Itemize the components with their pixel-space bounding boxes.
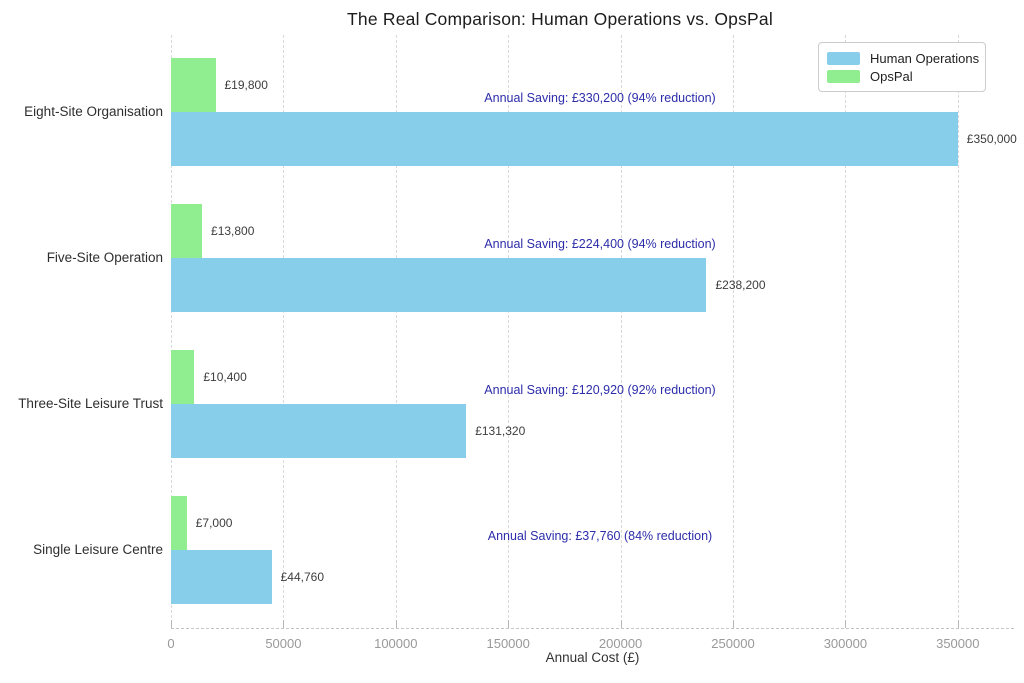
gridline-0 <box>171 35 172 628</box>
x-tick-label-150000: 150000 <box>486 636 530 651</box>
bar-human-operations-3 <box>171 550 272 604</box>
bar-human-operations-1 <box>171 258 707 312</box>
annotation-saving-3: Annual Saving: £37,760 (84% reduction) <box>487 529 713 543</box>
x-tick-label-300000: 300000 <box>823 636 868 651</box>
tick-mark-200000 <box>620 620 622 628</box>
x-tick-label-200000: 200000 <box>598 636 643 651</box>
annotation-saving-2: Annual Saving: £120,920 (92% reduction) <box>484 383 716 397</box>
bar-opspal-1 <box>171 204 203 258</box>
x-axis-title: Annual Cost (£) <box>545 650 640 665</box>
value-label-human-operations-0: £350,000 <box>966 132 1017 146</box>
tick-mark-250000 <box>733 620 734 628</box>
value-label-human-operations-1: £238,200 <box>715 278 766 292</box>
gridline-350000 <box>957 35 959 628</box>
legend-item-opspal: OpsPal <box>827 67 977 85</box>
chart-title: The Real Comparison: Human Operations vs… <box>347 9 773 29</box>
bar-human-operations-0 <box>171 112 958 166</box>
value-label-opspal-3: £7,000 <box>195 516 233 530</box>
tick-mark-350000 <box>957 620 959 628</box>
legend-label-opspal: OpsPal <box>870 68 913 84</box>
category-label-0: Eight-Site Organisation <box>24 104 163 119</box>
x-tick-label-50000: 50000 <box>265 636 302 651</box>
legend: Human Operations OpsPal <box>818 42 986 92</box>
gridline-50000 <box>283 35 285 628</box>
tick-mark-0 <box>171 620 172 628</box>
legend-swatch-human-operations <box>827 51 860 65</box>
legend-swatch-opspal <box>827 69 860 83</box>
gridline-200000 <box>620 35 622 628</box>
tick-mark-100000 <box>395 620 397 628</box>
tick-mark-300000 <box>845 620 847 628</box>
x-tick-label-350000: 350000 <box>936 636 980 651</box>
annotation-saving-1: Annual Saving: £224,400 (94% reduction) <box>484 237 716 251</box>
bar-opspal-3 <box>171 496 187 550</box>
x-tick-label-100000: 100000 <box>374 636 418 651</box>
value-label-opspal-0: £19,800 <box>224 78 268 92</box>
category-label-1: Five-Site Operation <box>46 250 163 265</box>
gridline-100000 <box>395 35 397 628</box>
annotation-saving-0: Annual Saving: £330,200 (94% reduction) <box>484 91 716 105</box>
legend-label-human-operations: Human Operations <box>870 50 980 66</box>
value-label-human-operations-2: £131,320 <box>475 424 526 438</box>
x-tick-label-0: 0 <box>167 636 175 651</box>
gridline-250000 <box>733 35 734 628</box>
legend-item-human-operations: Human Operations <box>827 49 980 67</box>
category-label-3: Single Leisure Centre <box>33 542 163 557</box>
x-tick-label-250000: 250000 <box>711 636 755 651</box>
value-label-opspal-1: £13,800 <box>211 224 255 238</box>
bar-opspal-2 <box>171 350 195 404</box>
plot-area: 0 50000 100000 150000 200000 250000 300000 3500… <box>167 35 1017 651</box>
value-label-opspal-2: £10,400 <box>203 370 247 384</box>
bar-human-operations-2 <box>171 404 467 458</box>
value-label-human-operations-3: £44,760 <box>280 570 324 584</box>
category-label-2: Three-Site Leisure Trust <box>18 396 163 411</box>
gridline-300000 <box>845 35 847 628</box>
tick-mark-150000 <box>508 620 510 628</box>
gridline-150000 <box>508 35 510 628</box>
bar-opspal-0 <box>171 58 216 112</box>
tick-mark-50000 <box>283 620 285 628</box>
